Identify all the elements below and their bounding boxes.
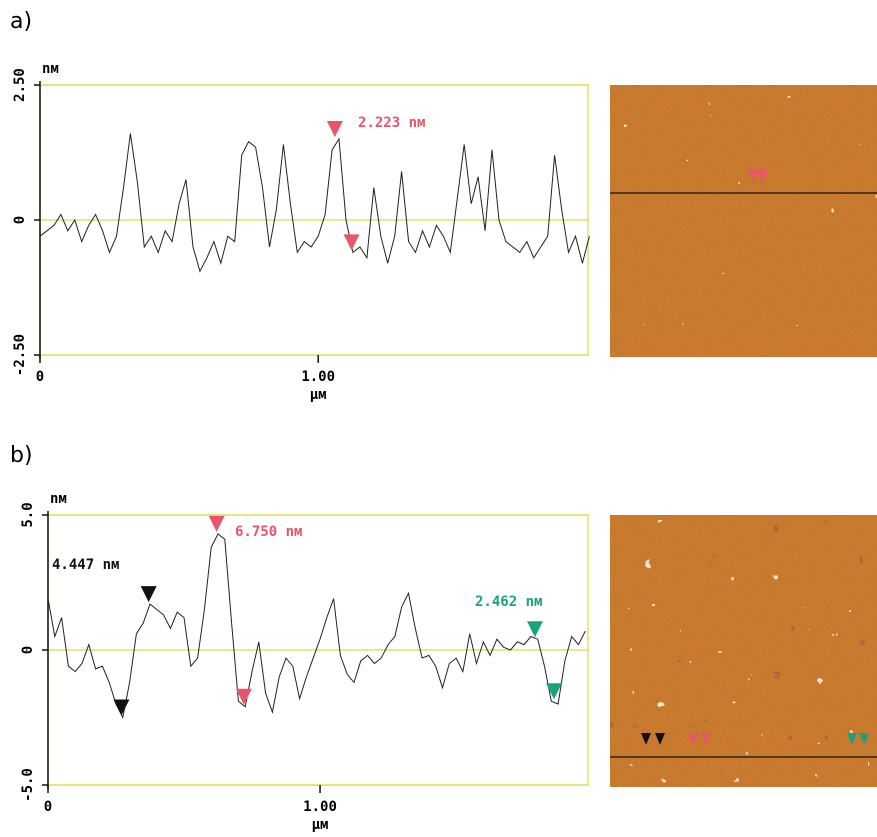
- marker: [326, 121, 343, 137]
- marker: [343, 234, 360, 251]
- y-tick-label: -2.50: [12, 334, 28, 376]
- image-spots: [610, 85, 877, 357]
- marker: [526, 621, 543, 638]
- y-tick-label: 2.50: [12, 68, 28, 102]
- panel-label: b): [10, 443, 33, 468]
- marker: [140, 586, 157, 603]
- y-tick-label: 5.0: [20, 502, 36, 527]
- y-tick-label: 0: [20, 646, 36, 654]
- annotation: 6.750 nм: [235, 524, 302, 540]
- x-unit: μм: [310, 387, 327, 403]
- image-marker: [688, 733, 711, 745]
- marker: [235, 688, 252, 705]
- image-marker: [641, 733, 665, 745]
- marker: [545, 683, 562, 700]
- marker: [113, 699, 130, 716]
- y-tick-label: 0: [12, 216, 28, 224]
- image-marker: [748, 170, 767, 182]
- annotation: 2.462 nм: [475, 594, 542, 610]
- panel-label: a): [10, 9, 32, 34]
- annotation: 2.223 nм: [358, 115, 425, 131]
- image-spots: [610, 515, 877, 787]
- annotation: 4.447 nм: [52, 557, 119, 573]
- x-tick-label: 0: [44, 799, 52, 815]
- afm-image-a: [610, 85, 877, 357]
- x-tick-label: 1.00: [301, 369, 335, 385]
- x-tick-label: 0: [36, 369, 44, 385]
- afm-image-b: [610, 515, 877, 787]
- x-unit: μм: [312, 817, 329, 833]
- y-unit: nм: [42, 61, 59, 77]
- x-tick-label: 1.00: [303, 799, 337, 815]
- profile-line: [47, 533, 586, 720]
- marker: [208, 515, 225, 532]
- y-unit: nм: [50, 491, 67, 507]
- y-tick-label: -5.0: [20, 768, 36, 802]
- image-marker: [847, 733, 869, 745]
- profile-line: [39, 133, 590, 273]
